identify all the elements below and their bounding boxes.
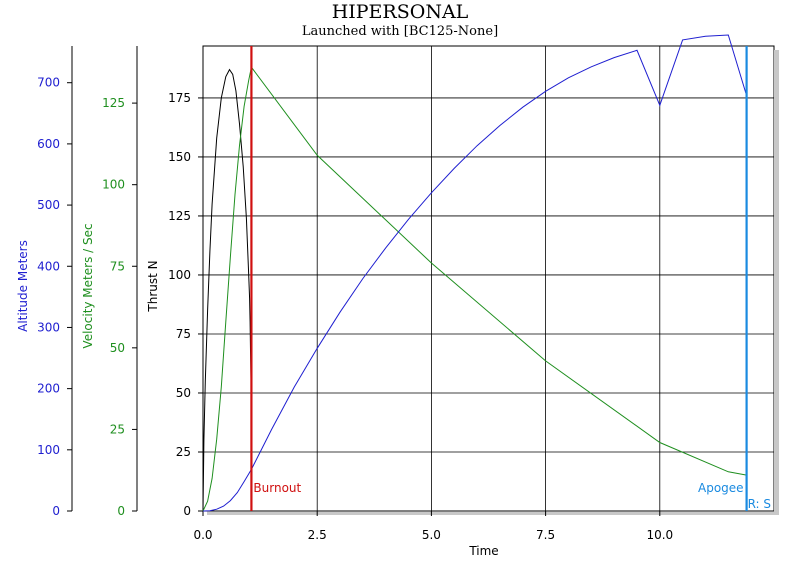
velocity-tick-label: 50 bbox=[110, 341, 125, 355]
velocity-tick-label: 100 bbox=[102, 178, 125, 192]
thrust-tick-label: 0 bbox=[183, 504, 191, 518]
altitude-tick-label: 100 bbox=[37, 443, 60, 457]
plot-shadow-bottom bbox=[207, 511, 779, 515]
chart-title: HIPERSONAL bbox=[332, 1, 469, 23]
x-tick-label: 7.5 bbox=[536, 528, 555, 542]
thrust-tick-label: 50 bbox=[176, 386, 191, 400]
altitude-series-line bbox=[202, 34, 748, 512]
chart-subtitle: Launched with [BC125-None] bbox=[302, 24, 498, 39]
velocity-axis-label: Velocity Meters / Sec bbox=[81, 223, 95, 348]
event-overflow-label: R: S bbox=[748, 497, 771, 511]
thrust-tick-label: 75 bbox=[176, 327, 191, 341]
thrust-tick-label: 175 bbox=[168, 91, 191, 105]
altitude-tick-label: 500 bbox=[37, 198, 60, 212]
plot-shadow-right bbox=[774, 50, 779, 515]
thrust-tick-label: 125 bbox=[168, 209, 191, 223]
thrust-tick-label: 100 bbox=[168, 268, 191, 282]
velocity-series-line bbox=[202, 66, 747, 512]
altitude-tick-label: 600 bbox=[37, 137, 60, 151]
altitude-tick-label: 0 bbox=[52, 504, 60, 518]
altitude-tick-label: 700 bbox=[37, 76, 60, 90]
x-tick-label: 5.0 bbox=[422, 528, 441, 542]
velocity-tick-label: 75 bbox=[110, 259, 125, 273]
x-tick-label: 10.0 bbox=[646, 528, 673, 542]
altitude-tick-label: 300 bbox=[37, 320, 60, 334]
x-axis-label: Time bbox=[468, 544, 498, 558]
velocity-tick-label: 25 bbox=[110, 422, 125, 436]
plot-area bbox=[202, 45, 775, 512]
event-label-burnout: Burnout bbox=[253, 481, 301, 495]
thrust-axis-label: Thrust N bbox=[146, 260, 160, 312]
thrust-tick-label: 150 bbox=[168, 150, 191, 164]
altitude-tick-label: 400 bbox=[37, 259, 60, 273]
velocity-tick-label: 0 bbox=[117, 504, 125, 518]
thrust-series-line bbox=[202, 68, 252, 512]
event-label-apogee: Apogee bbox=[698, 481, 744, 495]
x-tick-label: 0.0 bbox=[193, 528, 212, 542]
altitude-axis-label: Altitude Meters bbox=[16, 240, 30, 332]
x-tick-label: 2.5 bbox=[308, 528, 327, 542]
altitude-tick-label: 200 bbox=[37, 382, 60, 396]
thrust-tick-label: 25 bbox=[176, 445, 191, 459]
velocity-tick-label: 125 bbox=[102, 96, 125, 110]
